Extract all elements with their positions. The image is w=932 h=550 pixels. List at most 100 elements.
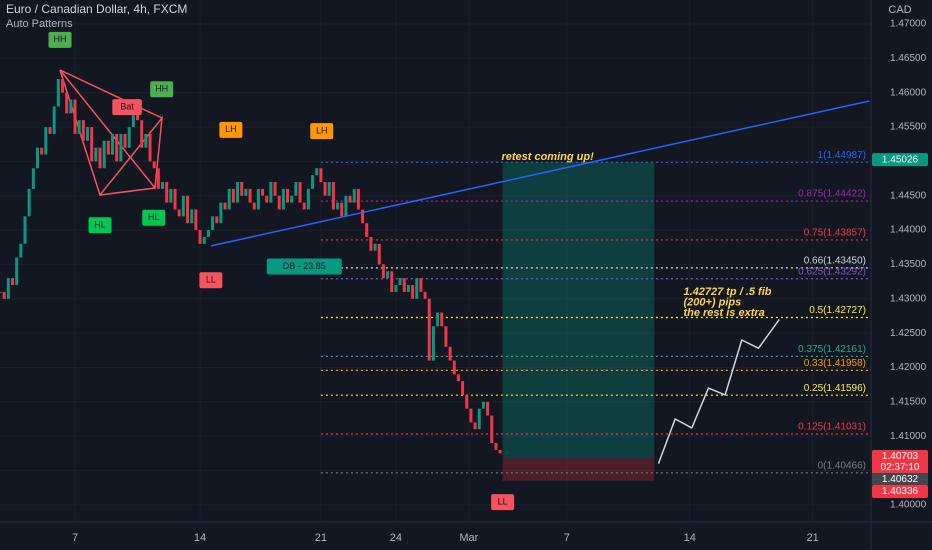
candle [115,133,119,162]
candle [390,271,394,292]
pattern-label: LH [225,124,237,134]
candle [261,188,265,196]
candle [352,188,356,203]
candle [336,202,340,210]
candle [398,278,402,286]
price-tag-label: 1.40336 [882,486,919,497]
candle [315,168,319,176]
y-tick-label: 1.41500 [890,396,927,407]
fib-label: 0.375(1.42161) [798,344,866,355]
candle [423,291,427,299]
candle [340,202,344,217]
candle [381,264,385,279]
fib-label: 0.125(1.41031) [798,422,866,433]
y-tick-label: 1.41000 [890,431,927,442]
candle [436,312,440,327]
candle [73,99,77,134]
pattern-label-box [88,217,112,234]
candle [469,408,473,423]
candle [69,99,73,114]
candle [56,78,60,107]
candle [452,360,456,375]
candle [48,127,52,134]
pattern-label-box [266,258,342,275]
candle [252,202,256,210]
candle [102,140,106,169]
x-tick-label: 7 [564,532,570,544]
bat-lines [99,187,156,196]
candle [36,147,40,169]
pattern-label-box [48,31,72,48]
candle [281,188,285,210]
candle [486,401,490,416]
y-tick-label: 1.40000 [890,499,927,510]
pattern-label-box [219,121,243,138]
pattern-label: HH [155,84,168,94]
candle [265,195,269,203]
candle [311,175,315,189]
fib-label: 0.5(1.42727) [809,305,866,316]
candle [223,202,227,210]
candle [298,182,302,203]
candle [148,133,152,162]
pattern-label-box [142,209,166,226]
y-tick-label: 1.47000 [890,19,927,30]
price-tag [872,450,928,475]
x-tick-label: 7 [72,532,78,544]
x-tick-label: 21 [315,532,327,544]
candle [86,127,90,141]
candle [140,120,144,148]
x-tick-label: 14 [194,532,206,544]
candle [373,243,377,251]
currency-label: CAD [888,4,911,16]
pattern-label-box [310,123,334,140]
candle [431,326,435,361]
candle [419,278,423,292]
candle [290,195,294,203]
candle [131,106,135,128]
candle [77,120,81,134]
candle [448,346,452,361]
candle [473,422,477,430]
fib-label: 0.66(1.43450) [804,256,866,267]
candle [323,182,327,196]
candle [161,182,165,189]
x-tick-label: 21 [807,532,819,544]
pattern-label: LL [206,275,216,285]
candle [440,312,444,327]
y-tick-label: 1.43500 [890,259,927,270]
pattern-label: LL [498,496,508,506]
candle [236,182,240,203]
candle [127,127,131,148]
candle [456,374,460,382]
candle [227,188,231,210]
candle [356,188,360,210]
pattern-label-box [491,494,515,511]
candle [144,133,148,148]
pattern-label: HL [148,212,160,222]
candle [240,182,244,196]
candle [194,209,198,231]
fib-label: 0.33(1.41958) [804,358,866,369]
candle [369,236,373,251]
candle [215,216,219,224]
note-text: the rest is extra [683,307,764,319]
candle [461,381,465,395]
y-tick-label: 1.46000 [890,87,927,98]
candle [327,182,331,196]
candle [477,408,481,430]
candle [427,298,431,361]
candle [190,209,194,224]
candle [498,449,502,454]
bat-pattern [59,69,163,197]
candle [231,188,235,203]
price-tag-label: 1.45026 [882,154,919,165]
candle [123,133,127,148]
candle [119,133,123,162]
candle [202,236,206,244]
candle [23,216,27,244]
candle [302,202,306,210]
x-tick-label: 14 [684,532,696,544]
chart-subtitle: Auto Patterns [6,18,73,30]
